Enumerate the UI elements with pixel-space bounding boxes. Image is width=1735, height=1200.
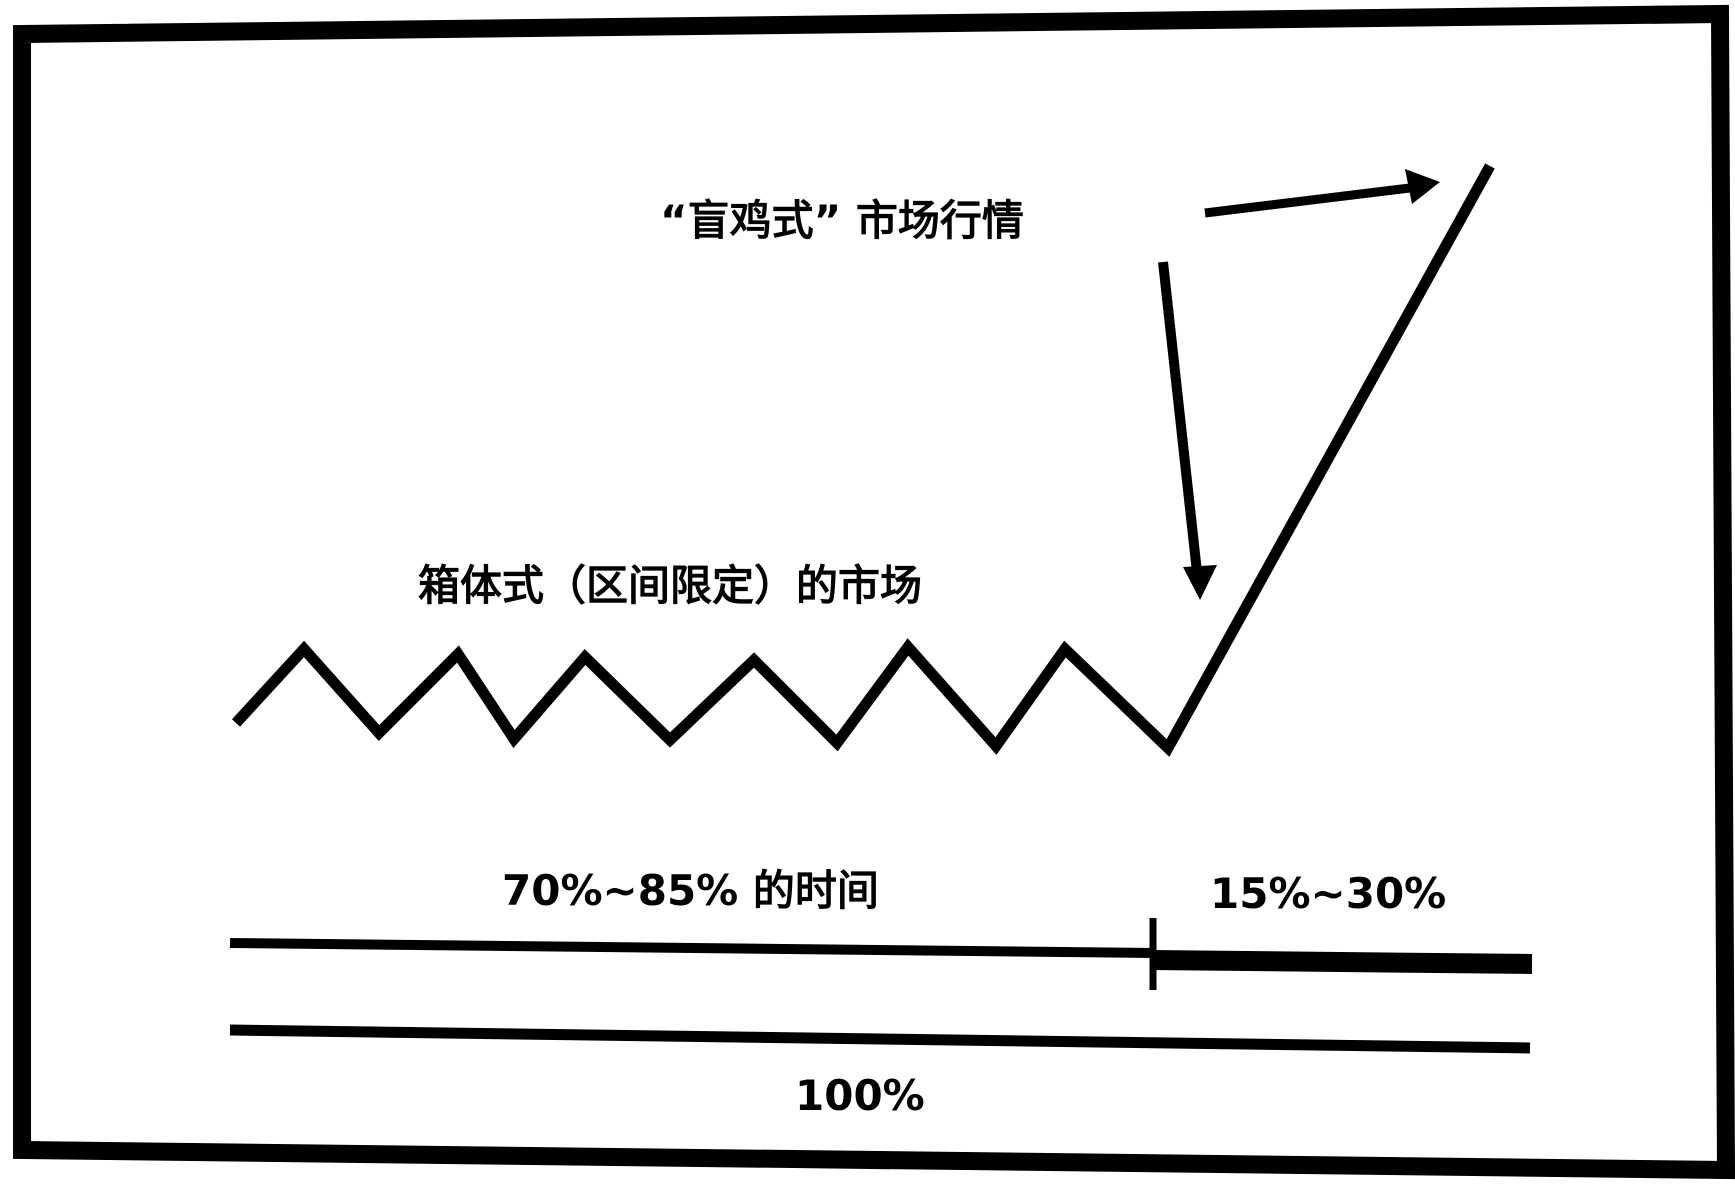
arrow-to-peak bbox=[1204, 169, 1440, 218]
total-time-bar bbox=[229, 1024, 1531, 1054]
trend-time-label: 15%~30% bbox=[1210, 869, 1446, 918]
diagram-frame bbox=[12, 4, 1735, 1180]
trend-time-bar bbox=[1149, 950, 1533, 974]
range-zigzag-line bbox=[231, 163, 1495, 757]
total-time-label: 100% bbox=[795, 1071, 925, 1120]
arrow-to-breakout bbox=[1158, 261, 1217, 600]
range-time-label: 70%~85% 的时间 bbox=[502, 866, 879, 915]
range-time-bar bbox=[229, 938, 1156, 958]
box-market-label: 箱体式（区间限定）的市场 bbox=[418, 561, 922, 610]
trend-market-label: “盲鸡式” 市场行情 bbox=[660, 196, 1024, 245]
